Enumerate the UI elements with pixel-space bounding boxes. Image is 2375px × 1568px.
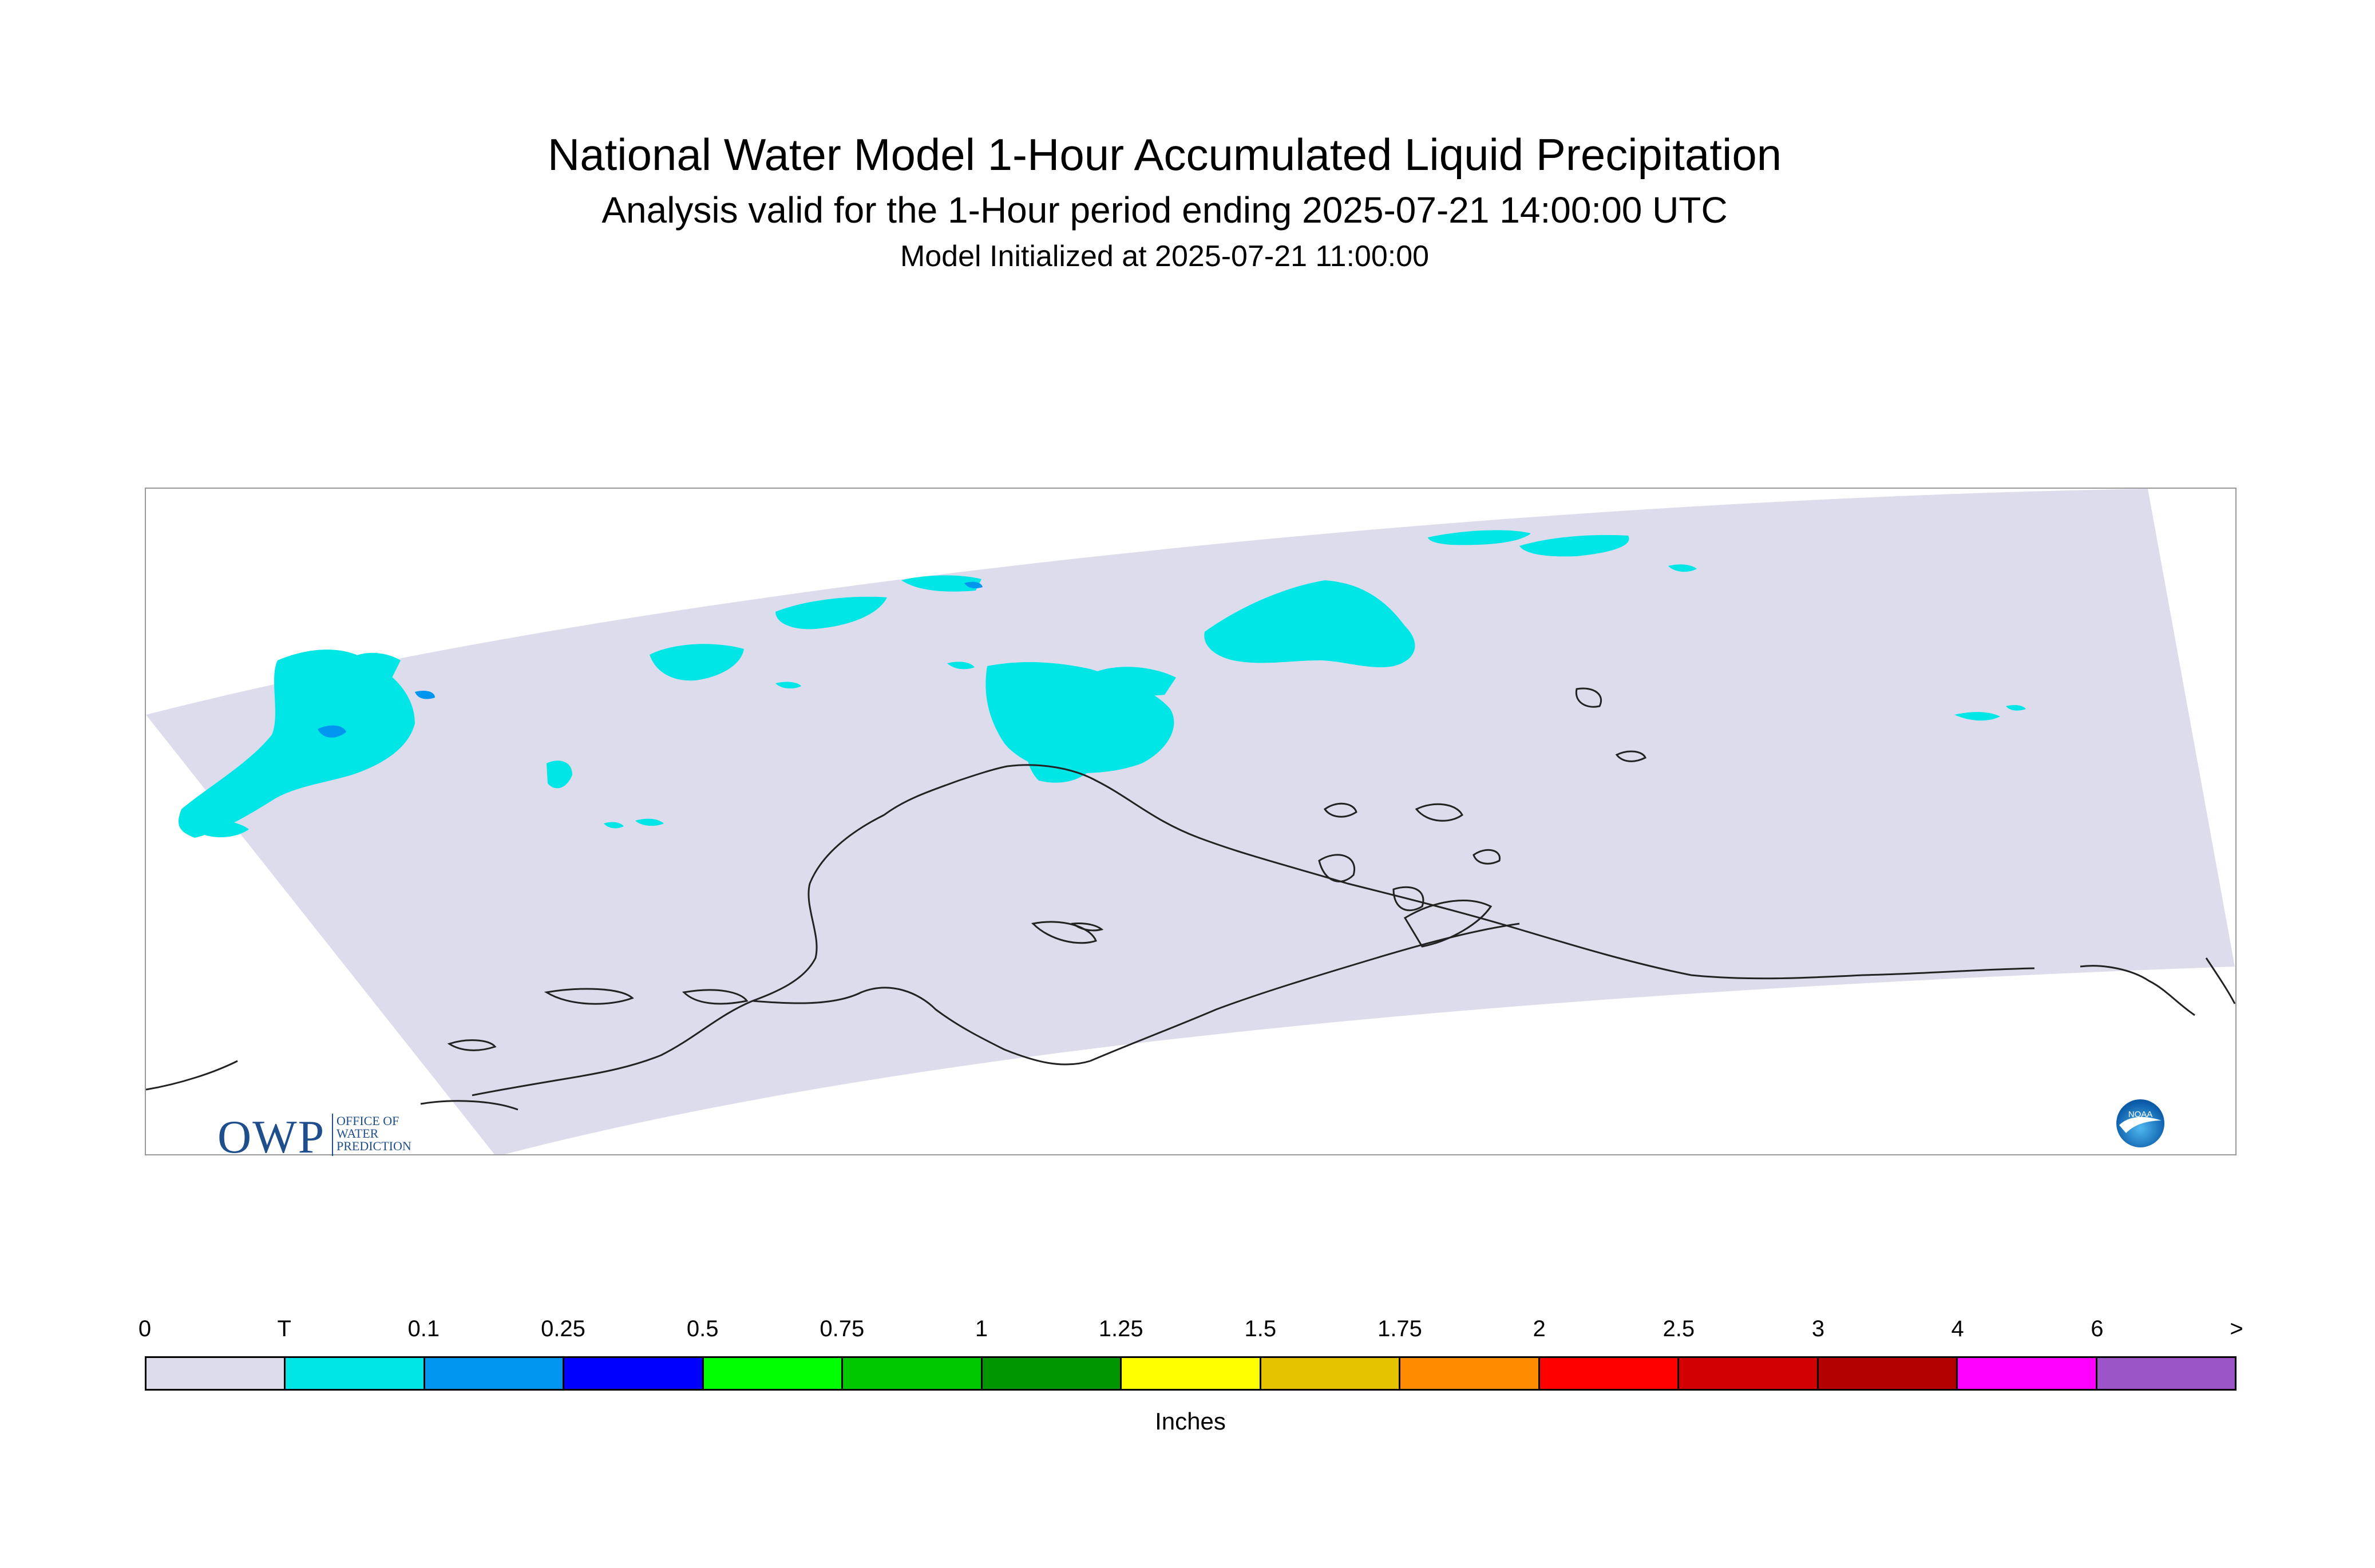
legend-unit-label: Inches [1155,1408,1226,1435]
legend-tick-label: 2 [1533,1316,1546,1341]
legend-swatch [1261,1358,1401,1389]
legend-swatch [843,1358,983,1389]
owp-logo-line1: OFFICE OF [337,1114,399,1128]
legend-tick-label: 0.1 [407,1316,440,1341]
precip-light-blue-areas [318,581,983,738]
model-domain [146,489,2235,1154]
map-subtitle: Analysis valid for the 1-Hour period end… [601,189,1728,231]
legend-tick-label: 4 [1951,1316,1964,1341]
legend-swatch [982,1358,1122,1389]
legend-tick-label: 0.25 [541,1316,585,1341]
legend-swatch [425,1358,565,1389]
legend-swatch [703,1358,844,1389]
owp-logo-line3: PREDICTION [337,1139,411,1153]
legend-tick-label: 1.5 [1244,1316,1277,1341]
legend-swatch [286,1358,425,1389]
legend-tick-label: 0 [138,1316,152,1341]
legend-swatch [1958,1358,2097,1389]
legend-tick-label: 2.5 [1662,1316,1695,1341]
legend-tick-label: 1.25 [1098,1316,1143,1341]
map-frame [145,488,2237,1155]
legend-tick-label: T [277,1316,291,1341]
model-init-line: Model Initialized at 2025-07-21 11:00:00 [900,240,1430,273]
legend-tick-label: 1.75 [1378,1316,1422,1341]
noaa-logo-text: NOAA [2128,1110,2153,1119]
legend-swatch [147,1358,286,1389]
precip-trace-areas [178,530,2026,838]
noaa-logo: NOAA [2116,1099,2164,1147]
legend-swatch [1122,1358,1261,1389]
legend-swatch [1400,1358,1540,1389]
legend-tick-label: 3 [1811,1316,1825,1341]
legend-swatch [1679,1358,1819,1389]
legend-swatch [1539,1358,1680,1389]
owp-logo-letters: OWP [217,1111,326,1163]
legend-tick-label: 1 [975,1316,988,1341]
legend-tick-label: 0.5 [686,1316,719,1341]
color-legend-bar [145,1356,2237,1391]
legend-swatch [2097,1358,2235,1389]
legend-tick-label: > [2230,1316,2243,1341]
legend-swatch [1818,1358,1958,1389]
legend-tick-label: 0.75 [820,1316,865,1341]
legend-swatch [564,1358,704,1389]
owp-logo-line2: WATER [337,1126,379,1141]
owp-logo-divider [332,1114,333,1156]
coastlines [146,687,2235,1111]
map-title: National Water Model 1-Hour Accumulated … [547,129,1782,180]
legend-tick-label: 6 [2091,1316,2104,1341]
map-canvas [146,489,2235,1154]
